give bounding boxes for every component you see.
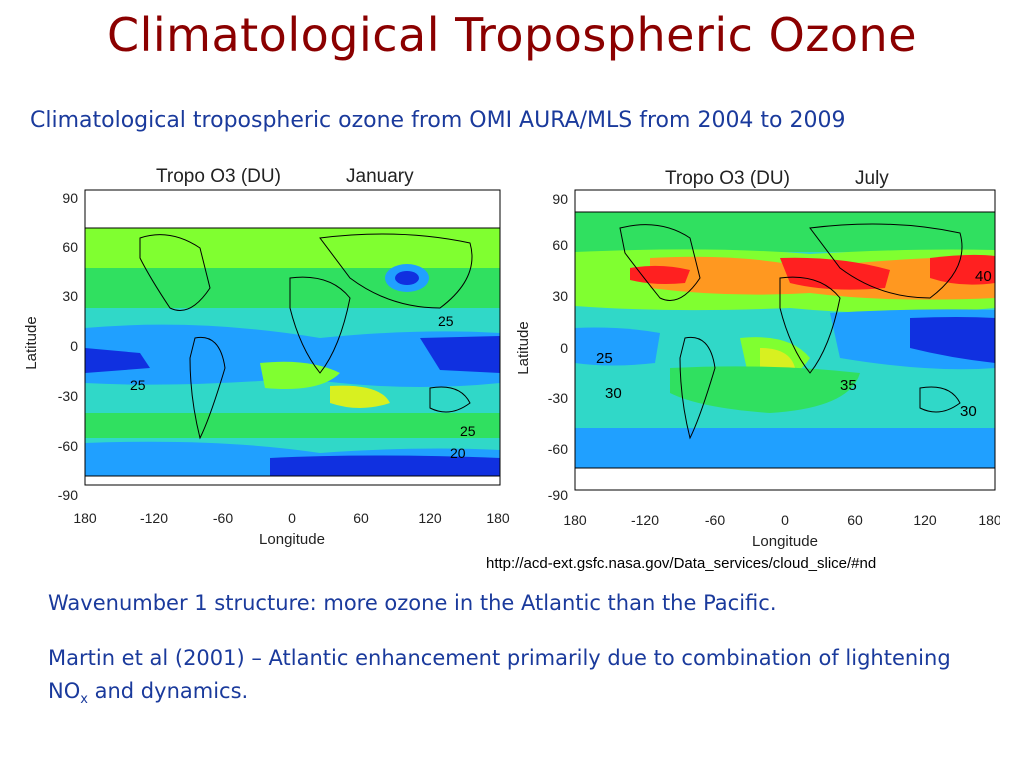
x-tick: 180 <box>563 512 587 528</box>
x-tick: 0 <box>288 510 296 526</box>
map-month: January <box>346 166 414 187</box>
y-tick-labels: 90 60 30 0 -30 -60 -90 <box>58 190 78 503</box>
x-tick: -60 <box>705 512 725 528</box>
ozone-map-july: Tropo O3 (DU) July 2 <box>510 158 1000 553</box>
contour-label: 20 <box>450 445 466 461</box>
y-tick: 30 <box>62 288 78 304</box>
y-tick: -30 <box>58 388 78 404</box>
y-axis-label: Latitude <box>23 316 40 369</box>
map-month: July <box>855 168 889 189</box>
x-axis-label: Longitude <box>752 533 818 550</box>
contour-label: 25 <box>460 423 476 439</box>
contour-label: 35 <box>840 377 857 394</box>
x-tick: 180 <box>486 510 510 526</box>
y-tick: 90 <box>552 191 568 207</box>
map-title: Tropo O3 (DU) <box>665 168 790 189</box>
slide-subtitle: Climatological tropospheric ozone from O… <box>30 108 846 133</box>
y-tick: -60 <box>58 438 78 454</box>
x-tick: 60 <box>847 512 863 528</box>
y-tick: 60 <box>552 237 568 253</box>
subscript-x: x <box>80 692 88 708</box>
ozone-field <box>85 190 500 485</box>
x-tick: 180 <box>978 512 1000 528</box>
x-tick: 0 <box>781 512 789 528</box>
x-tick: 60 <box>353 510 369 526</box>
contour-label: 25 <box>438 313 454 329</box>
bullet-martin: Martin et al (2001) – Atlantic enhanceme… <box>48 642 988 716</box>
bullet-martin-text: Martin et al (2001) – Atlantic enhanceme… <box>48 646 951 703</box>
x-tick-labels: 180 -120 -60 0 60 120 180 <box>563 512 1000 528</box>
contour-label: 25 <box>130 377 146 393</box>
y-tick-labels: 90 60 30 0 -30 -60 -90 <box>548 191 568 503</box>
x-tick: -60 <box>213 510 233 526</box>
slide-title: Climatological Tropospheric Ozone <box>106 8 918 62</box>
source-url[interactable]: http://acd-ext.gsfc.nasa.gov/Data_servic… <box>486 555 877 572</box>
bullet-martin-tail: and dynamics. <box>87 679 249 703</box>
contour-label: 30 <box>605 385 622 402</box>
contour-label: 40 <box>975 268 992 285</box>
y-tick: 30 <box>552 288 568 304</box>
bullet-wavenumber: Wavenumber 1 structure: more ozone in th… <box>48 591 777 615</box>
y-axis-label: Latitude <box>515 321 532 374</box>
x-tick: 120 <box>913 512 937 528</box>
x-tick: -120 <box>631 512 659 528</box>
y-tick: -60 <box>548 441 568 457</box>
contour-label: 30 <box>960 403 977 420</box>
y-tick: 90 <box>62 190 78 206</box>
y-tick: 0 <box>560 340 568 356</box>
ozone-field <box>575 190 995 490</box>
x-tick: -120 <box>140 510 168 526</box>
y-tick: -90 <box>548 487 568 503</box>
contour-label: 25 <box>596 350 613 367</box>
map-title: Tropo O3 (DU) <box>156 166 281 187</box>
x-axis-label: Longitude <box>259 531 325 548</box>
y-tick: 0 <box>70 338 78 354</box>
y-tick: 60 <box>62 239 78 255</box>
y-tick: -90 <box>58 487 78 503</box>
x-tick: 120 <box>418 510 442 526</box>
y-tick: -30 <box>548 390 568 406</box>
x-tick: 180 <box>73 510 97 526</box>
x-tick-labels: 180 -120 -60 0 60 120 180 <box>73 510 510 526</box>
ozone-map-january: Tropo O3 (DU) January 25 <box>20 158 510 553</box>
